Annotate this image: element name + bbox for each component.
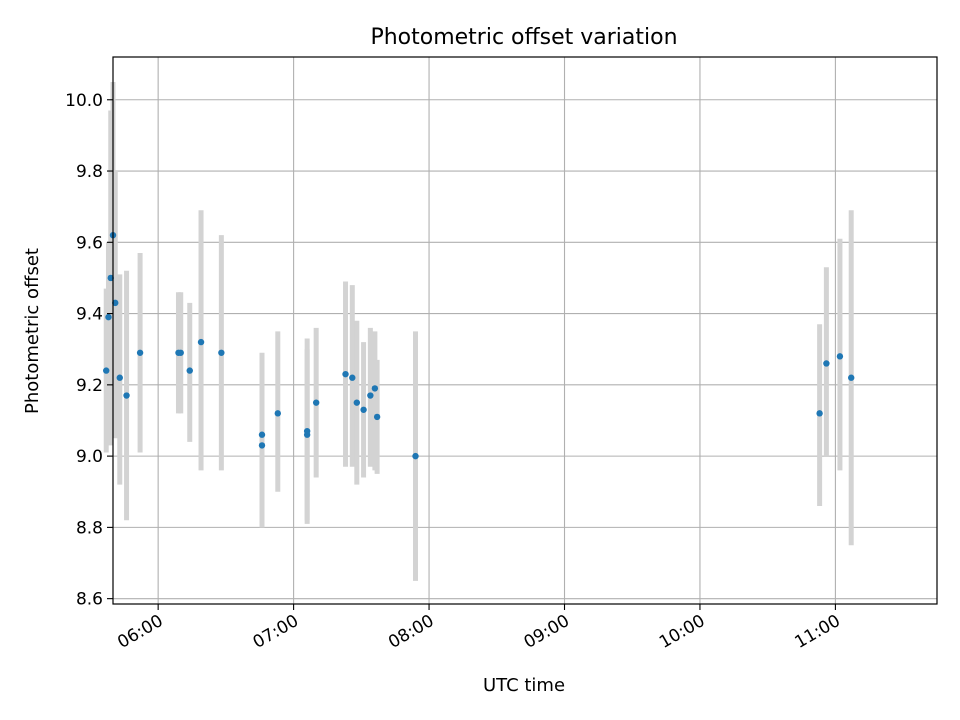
data-point bbox=[197, 338, 205, 346]
data-point bbox=[258, 442, 266, 449]
chart-title: Photometric offset variation bbox=[370, 25, 677, 50]
data-point bbox=[360, 406, 367, 413]
y-tick-label: 9.2 bbox=[76, 376, 103, 396]
data-points bbox=[103, 231, 855, 460]
data-point bbox=[103, 367, 110, 374]
data-point bbox=[373, 413, 381, 421]
data-point bbox=[274, 410, 281, 417]
data-point bbox=[186, 367, 193, 374]
x-tick-label: 11:00 bbox=[791, 611, 843, 653]
x-tick-label: 07:00 bbox=[250, 611, 302, 653]
data-point bbox=[312, 399, 320, 406]
data-point bbox=[353, 399, 361, 406]
data-point bbox=[218, 349, 225, 356]
x-axis-label: UTC time bbox=[483, 675, 565, 696]
data-point bbox=[342, 370, 349, 378]
data-point bbox=[816, 410, 823, 417]
data-point bbox=[848, 374, 855, 381]
x-axis-ticks: 06:00 07:00 08:00 09:00 10:00 11:00 bbox=[114, 604, 844, 653]
y-tick-label: 9.8 bbox=[76, 162, 103, 182]
x-tick-label: 06:00 bbox=[114, 611, 166, 653]
x-tick-label: 08:00 bbox=[385, 611, 437, 653]
error-bars bbox=[103, 81, 854, 581]
data-point bbox=[371, 385, 379, 392]
data-point bbox=[136, 349, 144, 356]
y-tick-label: 8.6 bbox=[76, 590, 103, 610]
x-tick-label: 10:00 bbox=[656, 611, 708, 653]
y-tick-label: 9.0 bbox=[76, 447, 103, 467]
data-point bbox=[112, 299, 119, 307]
y-tick-label: 9.4 bbox=[76, 305, 103, 325]
data-point bbox=[258, 431, 266, 438]
data-point bbox=[107, 274, 114, 282]
data-point bbox=[123, 392, 130, 399]
y-tick-label: 8.8 bbox=[76, 518, 103, 538]
data-point bbox=[367, 392, 374, 399]
data-point bbox=[116, 374, 123, 381]
data-point bbox=[349, 374, 356, 381]
y-axis-label: Photometric offset bbox=[22, 248, 43, 414]
y-tick-label: 9.6 bbox=[76, 233, 103, 253]
data-point bbox=[105, 313, 112, 321]
y-tick-label: 10.0 bbox=[65, 91, 103, 111]
data-point bbox=[823, 360, 830, 367]
data-point bbox=[836, 353, 844, 360]
plot-frame bbox=[112, 56, 938, 605]
data-point bbox=[303, 431, 311, 438]
grid-lines bbox=[113, 57, 937, 604]
data-point bbox=[177, 349, 184, 356]
x-tick-label: 09:00 bbox=[521, 611, 573, 653]
y-axis-ticks: 8.6 8.8 9.0 9.2 9.4 9.6 9.8 10.0 bbox=[65, 91, 113, 610]
data-point bbox=[412, 452, 419, 460]
